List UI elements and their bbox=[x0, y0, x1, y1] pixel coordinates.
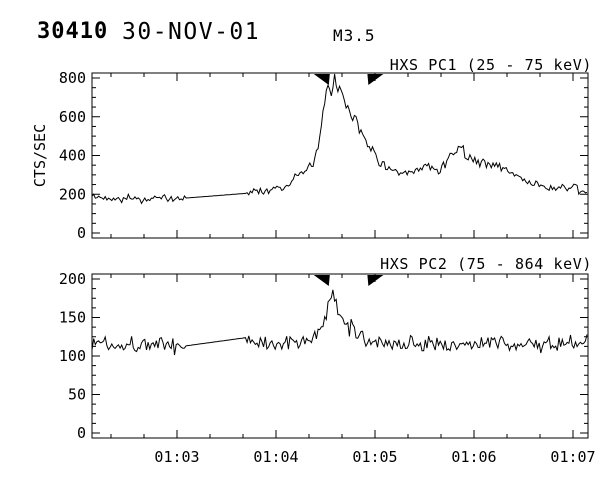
x-tick-label: 01:06 bbox=[451, 448, 496, 466]
flare-end-marker-icon bbox=[367, 275, 384, 286]
flare-end-marker-icon bbox=[367, 74, 384, 85]
y-tick-label: 600 bbox=[59, 108, 86, 126]
x-tick-label: 01:07 bbox=[550, 448, 595, 466]
x-tick-label: 01:03 bbox=[154, 448, 199, 466]
hxs_pc2-trace bbox=[91, 289, 588, 356]
event-date: 30-NOV-01 bbox=[122, 19, 261, 45]
y-tick-label: 800 bbox=[59, 69, 86, 87]
x-tick-label: 01:05 bbox=[352, 448, 397, 466]
hxs_pc2-frame bbox=[91, 273, 589, 439]
x-tick-label: 01:04 bbox=[253, 448, 298, 466]
goes-class-label: M3.5 bbox=[333, 26, 376, 45]
hxs_pc1-title: HXS PC1 (25 - 75 keV) bbox=[390, 56, 592, 74]
hxs_pc2-title: HXS PC2 (75 - 864 keV) bbox=[380, 255, 592, 273]
y-tick-label: 50 bbox=[68, 386, 86, 404]
y-tick-label: 150 bbox=[59, 309, 86, 327]
y-tick-label: 400 bbox=[59, 147, 86, 165]
y-axis-title: CTS/SEC bbox=[31, 124, 49, 187]
y-tick-label: 200 bbox=[59, 270, 86, 288]
y-tick-label: 0 bbox=[77, 424, 86, 442]
hxs_pc1-frame bbox=[91, 72, 589, 239]
flare-start-marker-icon bbox=[313, 74, 330, 85]
y-tick-label: 100 bbox=[59, 347, 86, 365]
y-tick-label: 0 bbox=[77, 224, 86, 242]
hxs_pc1-trace bbox=[91, 73, 588, 205]
y-tick-label: 200 bbox=[59, 185, 86, 203]
event-number: 30410 bbox=[37, 19, 109, 44]
flare-start-marker-icon bbox=[313, 275, 330, 286]
